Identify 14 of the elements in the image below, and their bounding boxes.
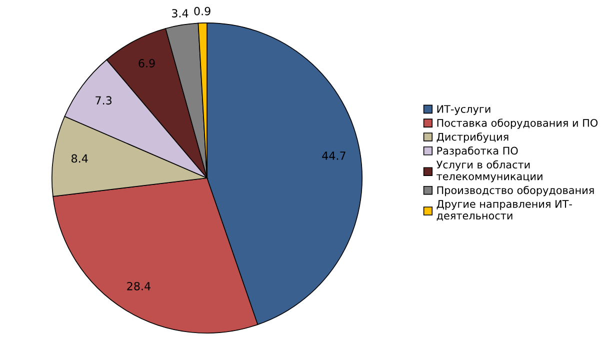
legend-label: Производство оборудования	[437, 186, 594, 196]
legend-label: Поставка оборудования и ПО	[437, 118, 598, 129]
data-label: 44.7	[322, 152, 346, 160]
legend-label: Дистрибуция	[436, 132, 508, 143]
legend-label: Услуги в области телекоммуникации	[436, 160, 542, 182]
legend-label: ИТ-услуги	[437, 105, 490, 115]
data-label: 28.4	[127, 282, 150, 290]
data-label: 6.9	[138, 59, 155, 68]
data-label: 0.9	[194, 6, 210, 16]
legend-label: Другие направления ИТ- деятельности	[436, 200, 572, 221]
data-label: 7.3	[96, 96, 112, 105]
legend-label: Разработка ПО	[437, 146, 518, 157]
data-label: 3.4	[172, 9, 188, 18]
data-label: 8.4	[72, 154, 88, 163]
